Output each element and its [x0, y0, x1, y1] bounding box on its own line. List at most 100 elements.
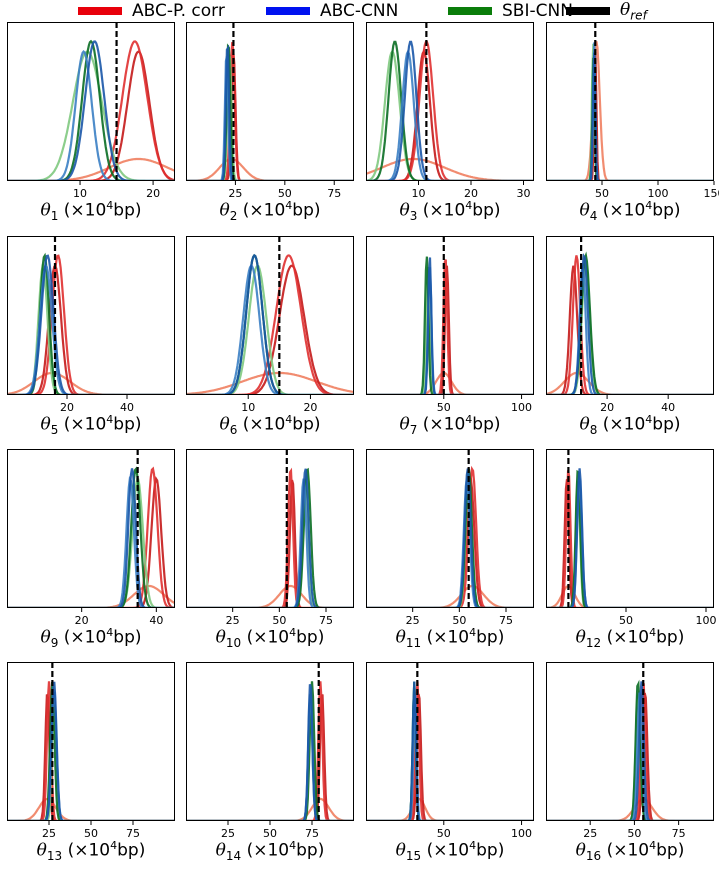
density-curve: [546, 694, 714, 821]
density-curve: [7, 266, 175, 395]
axes-frame: [8, 450, 175, 608]
subplot-theta-4: 50100150θ4 (×104bp): [546, 22, 714, 231]
density-curve: [186, 479, 354, 608]
density-curve: [186, 681, 354, 821]
x-axis-label: θ15 (×104bp): [366, 839, 534, 863]
density-curve: [366, 682, 534, 822]
density-curve: [546, 684, 714, 821]
axes-frame: [547, 23, 714, 181]
density-curve: [366, 586, 534, 608]
density-curve: [366, 479, 534, 608]
density-curve: [7, 692, 175, 821]
density-curve: [7, 256, 175, 395]
axes-frame: [8, 237, 175, 395]
density-curve: [186, 479, 354, 608]
density-curve: [366, 469, 534, 608]
x-axis-label: θ4 (×104bp): [546, 199, 714, 223]
density-curve: [7, 799, 175, 821]
density-curve: [546, 53, 714, 181]
axes-frame: [547, 237, 714, 395]
x-axis-label: θ16 (×104bp): [546, 839, 714, 863]
density-curve: [186, 159, 354, 181]
density-curve: [7, 266, 175, 395]
density-curve: [366, 694, 534, 821]
density-curve: [546, 52, 714, 181]
axes-frame: [367, 450, 534, 608]
density-curve: [186, 48, 354, 181]
density-curve: [7, 694, 175, 821]
density-curve: [546, 373, 714, 395]
density-curve: [186, 47, 354, 181]
density-curve: [366, 682, 534, 821]
density-curve: [7, 682, 175, 821]
x-axis-label: θ3 (×104bp): [366, 199, 534, 223]
density-curve: [546, 693, 714, 821]
density-curve: [7, 256, 175, 395]
axes-frame: [8, 663, 175, 821]
density-curve: [186, 480, 354, 608]
density-curve: [546, 42, 714, 181]
density-curve: [366, 682, 534, 822]
density-curve: [366, 479, 534, 608]
density-curve: [7, 682, 175, 821]
axes-frame: [367, 663, 534, 821]
density-curve: [186, 694, 354, 821]
x-axis-label: θ14 (×104bp): [186, 839, 354, 863]
axes-frame: [187, 663, 354, 821]
density-curve: [7, 159, 175, 181]
density-curve: [366, 695, 534, 821]
density-curve: [186, 799, 354, 821]
density-curve: [366, 799, 534, 821]
density-curve: [186, 586, 354, 608]
density-curve: [546, 58, 714, 181]
axes-frame: [547, 663, 714, 821]
density-curve: [7, 692, 175, 821]
density-curve: [186, 55, 354, 181]
density-curve: [186, 42, 354, 181]
density-curve: [186, 56, 354, 181]
x-axis-label: θ1 (×104bp): [7, 199, 175, 223]
x-axis-label: θ6 (×104bp): [186, 413, 354, 437]
x-axis-label: θ12 (×104bp): [546, 626, 714, 650]
density-curve: [186, 255, 354, 395]
density-curve: [366, 480, 534, 608]
density-curve: [186, 684, 354, 821]
density-curve: [7, 266, 175, 395]
density-curve: [7, 681, 175, 821]
axes-frame: [187, 450, 354, 608]
axes-frame: [367, 23, 534, 181]
density-curve: [366, 469, 534, 608]
density-curve: [186, 470, 354, 608]
plot-area: 50100150: [546, 22, 714, 201]
density-curve: [7, 256, 175, 395]
density-curve: [186, 681, 354, 821]
